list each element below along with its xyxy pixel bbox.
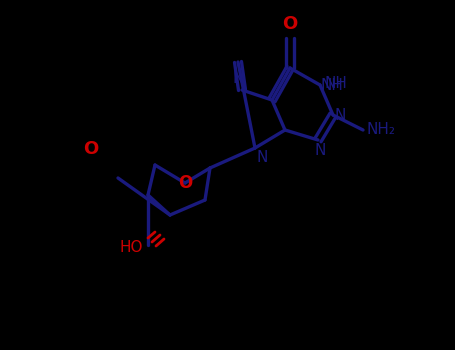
Text: O: O bbox=[283, 15, 298, 33]
Text: NH₂: NH₂ bbox=[366, 122, 395, 138]
Text: N: N bbox=[233, 71, 244, 86]
Text: N: N bbox=[335, 108, 346, 124]
Text: HO: HO bbox=[120, 240, 143, 256]
Text: NH: NH bbox=[320, 77, 343, 92]
Text: N: N bbox=[257, 150, 268, 165]
Text: O: O bbox=[178, 174, 192, 192]
Text: NH: NH bbox=[325, 77, 348, 91]
Text: O: O bbox=[83, 140, 99, 158]
Text: N: N bbox=[314, 143, 326, 158]
